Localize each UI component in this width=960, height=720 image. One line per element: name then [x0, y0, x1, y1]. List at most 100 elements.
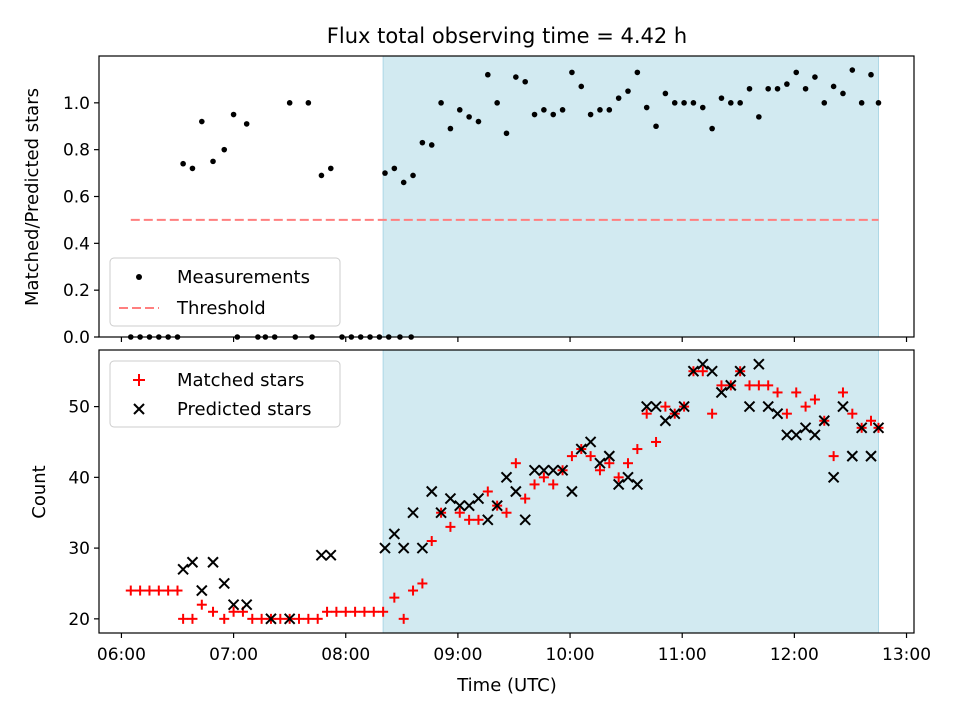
- predicted-star-mark: [547, 464, 559, 476]
- predicted-star-point: [612, 478, 625, 491]
- measurement-point: [286, 100, 293, 106]
- matched-star-point: [837, 387, 848, 398]
- predicted-star-mark: [669, 407, 681, 420]
- measurement-point: [681, 100, 687, 106]
- matched-star-point: [187, 613, 198, 624]
- predicted-star-point: [669, 407, 681, 420]
- predicted-star-point: [482, 514, 494, 526]
- measurement-point: [597, 107, 603, 113]
- bottom-y-axis: 20 30 40 50: [68, 398, 99, 630]
- matched-star-point: [196, 599, 207, 610]
- predicted-star-mark: [444, 492, 457, 505]
- predicted-star-mark: [790, 429, 802, 441]
- predicted-star-mark: [706, 365, 718, 377]
- measurement-point: [840, 90, 846, 97]
- predicted-star-mark: [240, 598, 253, 611]
- matched-star-point: [408, 585, 419, 596]
- bottom-legend: Matched stars Predicted stars: [109, 360, 341, 428]
- predicted-star-point: [435, 507, 447, 519]
- measurement-point: [662, 90, 669, 97]
- bottom-y-axis-label: Count: [29, 465, 50, 518]
- predicted-star-mark: [799, 422, 812, 434]
- bottom-x-axis: 06:00 07:00 08:00 09:00 10:00 11:00 12:00 13:00: [97, 633, 931, 665]
- matched-star-point: [359, 606, 370, 617]
- matched-star-point: [482, 486, 493, 497]
- measurement-point: [475, 118, 482, 125]
- predicted-star-point: [799, 422, 812, 434]
- measurements-series: [127, 67, 882, 340]
- matched-star-point: [153, 585, 164, 596]
- predicted-star-mark: [435, 507, 447, 519]
- matched-star-point: [294, 613, 305, 624]
- matched-star-point: [312, 613, 323, 624]
- predicted-star-point: [622, 471, 634, 484]
- x-tick-label: 06:00: [97, 645, 146, 665]
- measurement-point: [653, 123, 659, 130]
- x-tick-label: 09:00: [433, 645, 482, 665]
- matched-star-point: [529, 479, 540, 490]
- top-shaded-region: [382, 55, 879, 338]
- predicted-star-point: [678, 400, 690, 413]
- measurement-point: [690, 100, 697, 106]
- predicted-star-point: [454, 499, 466, 512]
- predicted-star-point: [846, 450, 859, 462]
- predicted-star-mark: [697, 358, 709, 370]
- predicted-star-mark: [325, 549, 337, 561]
- predicted-star-point: [566, 485, 578, 498]
- y-tick-label: 0.0: [63, 328, 90, 348]
- matched-star-point: [247, 613, 258, 624]
- predicted-star-point: [827, 471, 840, 484]
- matched-star-point: [501, 507, 512, 518]
- predicted-star-mark: [771, 407, 784, 420]
- measurement-point: [746, 85, 753, 92]
- measurement-point: [410, 172, 416, 179]
- matched-star-point: [378, 606, 389, 617]
- measurement-point: [606, 107, 613, 113]
- predicted-star-mark: [500, 471, 513, 484]
- predicted-star-point: [528, 464, 541, 476]
- predicted-star-point: [407, 507, 419, 519]
- measurement-point: [456, 107, 463, 113]
- predicted-star-mark: [556, 464, 569, 476]
- measurement-point: [327, 165, 334, 172]
- measurement-point: [428, 142, 435, 148]
- predicted-star-mark: [575, 443, 587, 455]
- chart-title: Flux total observing time = 4.42 h: [327, 24, 687, 48]
- measurement-point: [709, 125, 715, 132]
- bottom-legend-box: [109, 360, 341, 428]
- predicted-star-point: [753, 358, 765, 370]
- predicted-star-mark: [584, 436, 597, 448]
- measurement-point: [875, 100, 882, 106]
- predicted-star-point: [416, 542, 429, 554]
- measurement-point: [615, 95, 622, 101]
- measurements-legend-label: Measurements: [177, 267, 310, 288]
- matched-star-point: [697, 366, 708, 377]
- y-tick-label: 20: [68, 610, 90, 630]
- matched-star-point: [566, 451, 577, 462]
- predicted-star-mark: [538, 464, 550, 476]
- measurement-point: [728, 100, 734, 106]
- predicted-star-point: [790, 429, 802, 441]
- predicted-star-mark: [650, 400, 662, 413]
- measurement-point: [578, 83, 585, 90]
- matched-star-point: [350, 606, 361, 617]
- predicted-star-point: [472, 492, 485, 505]
- predicted-star-mark: [283, 613, 296, 625]
- matched-star-point: [417, 578, 428, 589]
- y-tick-label: 50: [68, 398, 90, 418]
- measurement-point: [466, 114, 472, 120]
- predicted-star-mark: [855, 422, 868, 434]
- predicted-star-point: [283, 613, 296, 625]
- measurement-point: [221, 146, 228, 153]
- measurement-point: [400, 179, 407, 186]
- predicted-star-point: [594, 457, 606, 469]
- matched-star-point: [398, 613, 409, 624]
- matched-star-point: [275, 613, 286, 624]
- top-legend: Measurements Threshold: [109, 257, 341, 327]
- predicted-star-point: [575, 443, 587, 455]
- measurement-point: [199, 118, 205, 125]
- predicted-star-mark: [865, 450, 877, 462]
- measurement-point: [737, 100, 743, 106]
- predicted-star-point: [650, 400, 662, 413]
